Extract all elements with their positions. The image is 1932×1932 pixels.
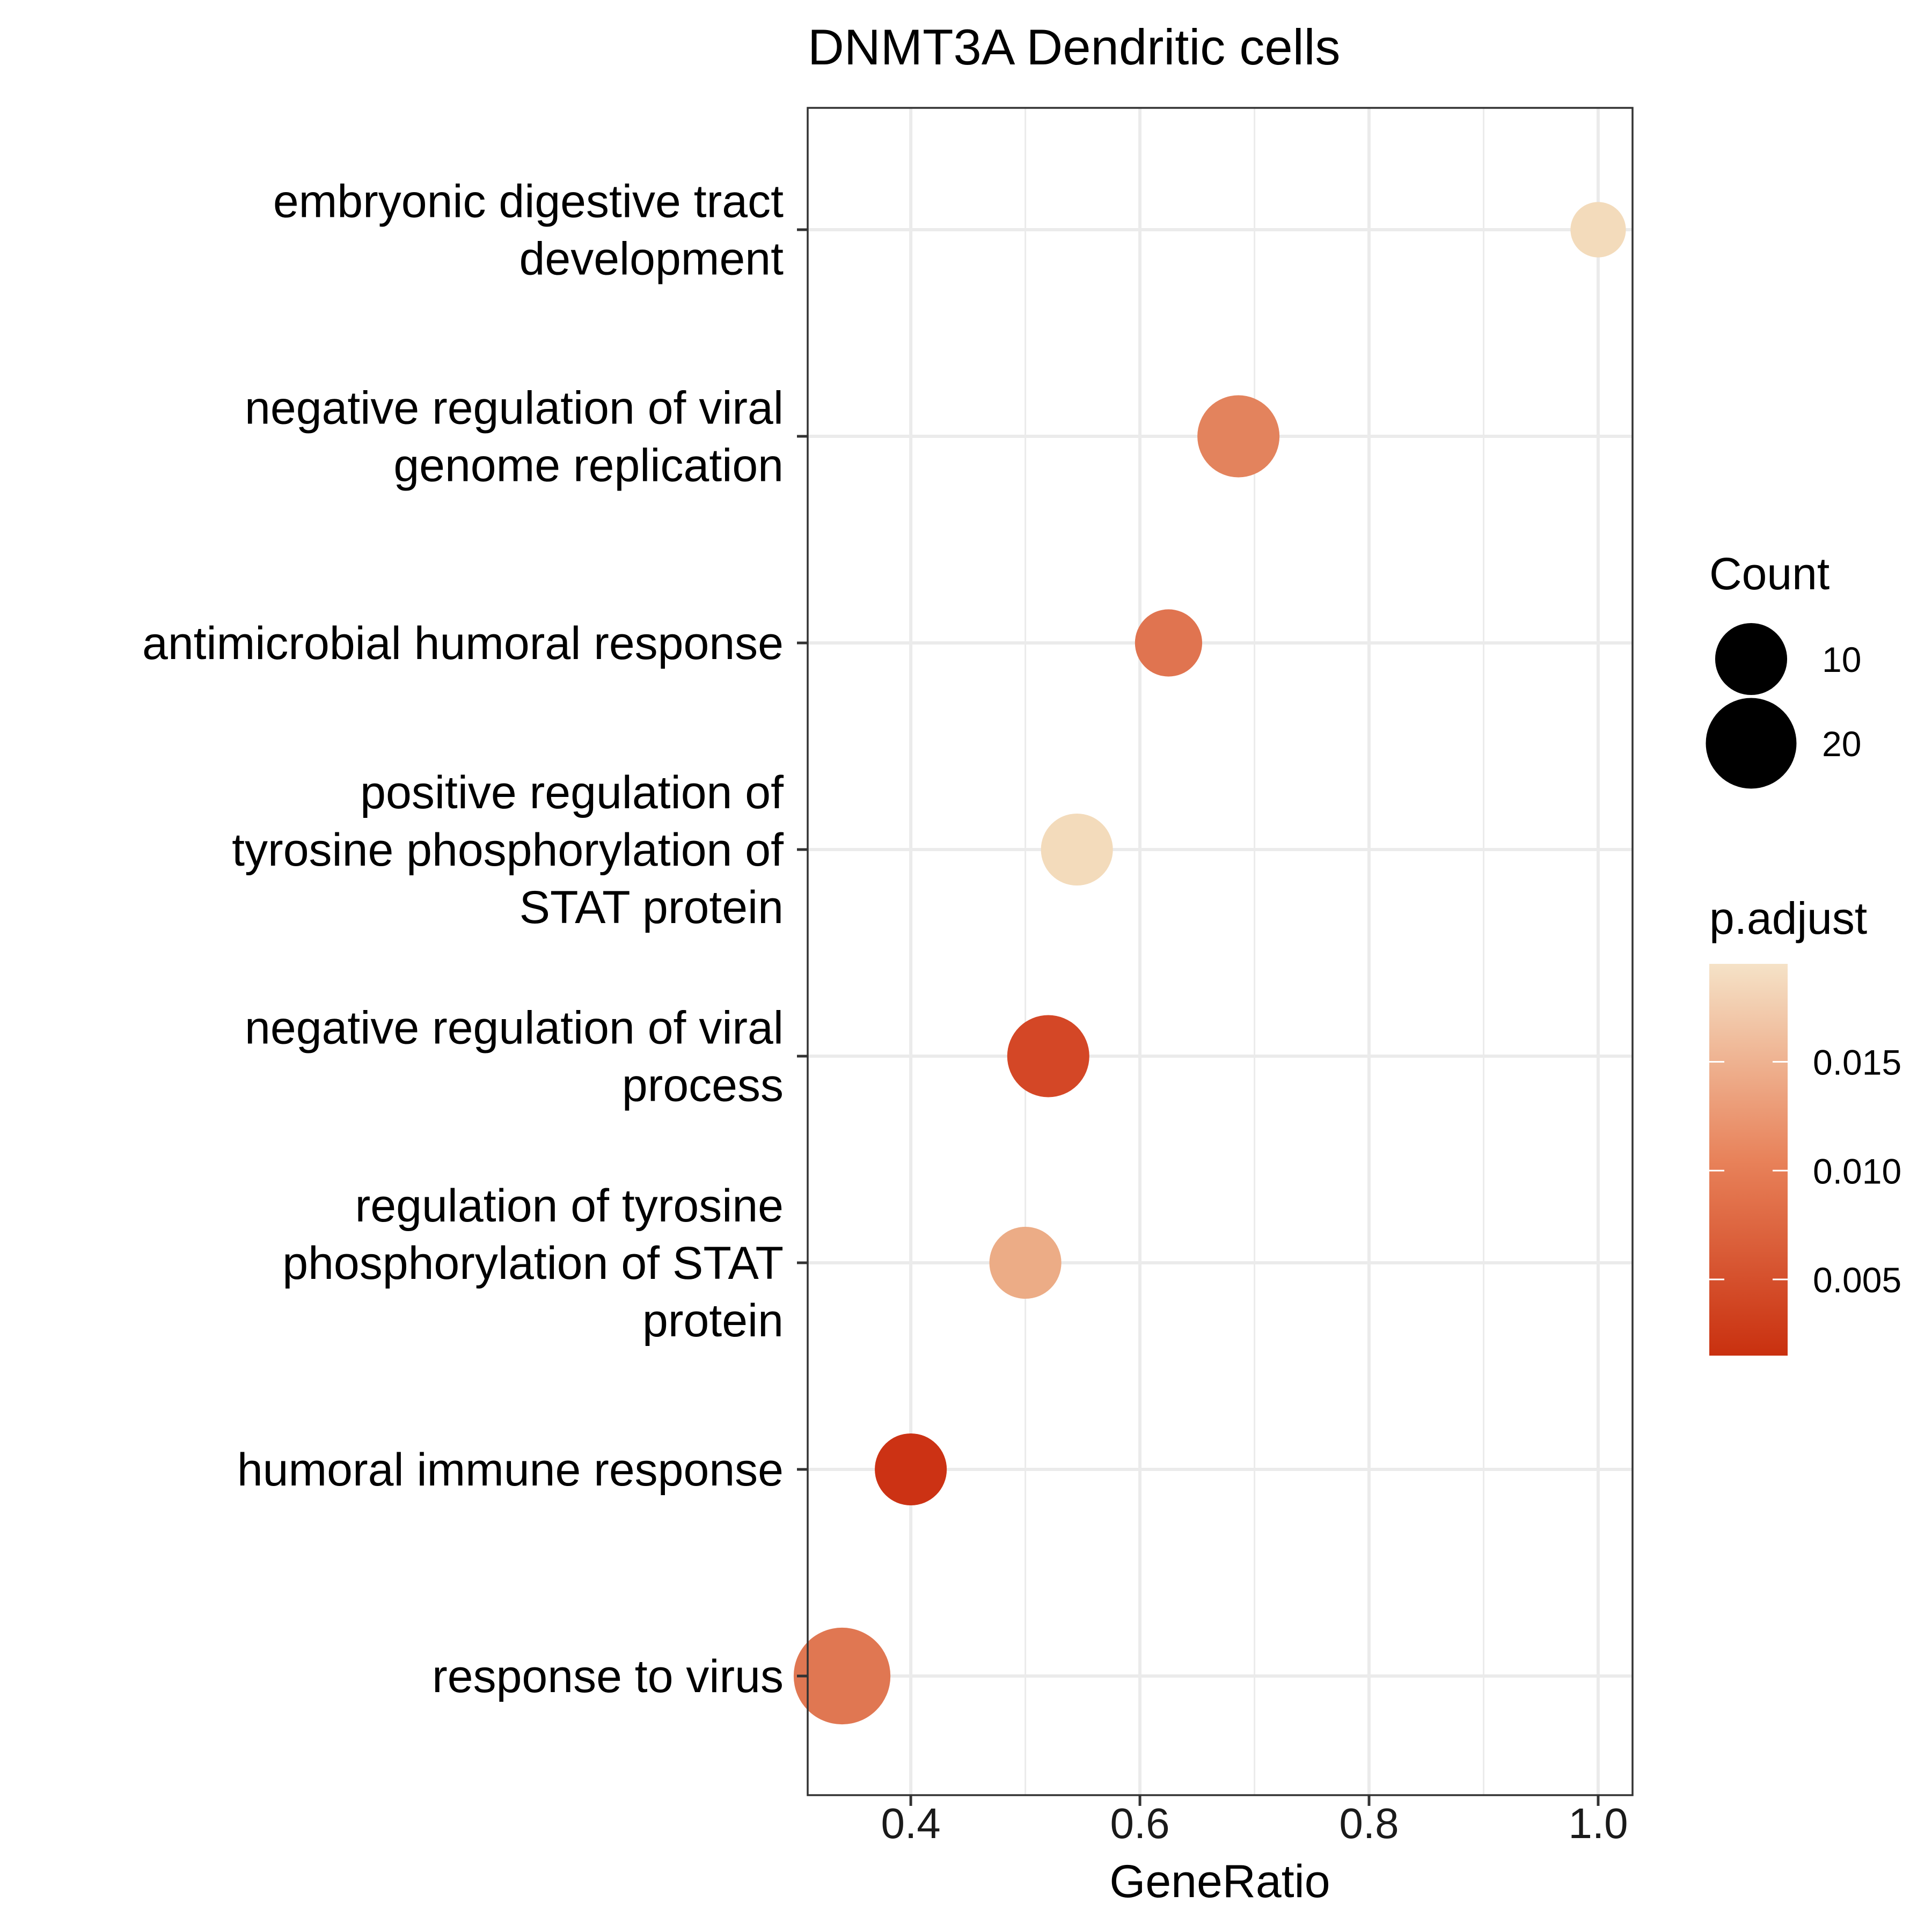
y-tick-label: phosphorylation of STAT (282, 1238, 784, 1289)
colorbar-label: 0.010 (1813, 1151, 1901, 1191)
y-tick-label: protein (642, 1295, 784, 1346)
grid-lines (808, 108, 1633, 1795)
y-tick-label: STAT protein (519, 882, 784, 933)
data-point (1041, 813, 1113, 886)
data-points (793, 202, 1626, 1725)
data-point (989, 1226, 1062, 1299)
x-axis-title: GeneRatio (1109, 1856, 1330, 1907)
count-legend-key (1706, 698, 1797, 789)
x-tick-label: 1.0 (1568, 1799, 1628, 1847)
panel-border (807, 107, 1634, 1796)
y-tick-label: response to virus (432, 1651, 784, 1702)
y-tick-label: negative regulation of viral (245, 1002, 784, 1054)
y-tick-label: regulation of tyrosine (355, 1180, 784, 1232)
plot-panel (793, 107, 1634, 1796)
y-tick-label: genome replication (393, 440, 784, 492)
x-axis: 0.4 0.6 0.8 1.0 (881, 1795, 1628, 1847)
y-tick-label: tyrosine phosphorylation of (232, 824, 784, 876)
count-legend-title: Count (1709, 548, 1829, 599)
count-legend: Count 10 20 (1706, 548, 1861, 789)
y-tick-label: embryonic digestive tract (273, 176, 784, 228)
colorbar-label: 0.015 (1813, 1043, 1901, 1082)
data-point (1135, 609, 1203, 677)
x-tick-label: 0.8 (1339, 1799, 1399, 1847)
chart-title: DNMT3A Dendritic cells (808, 19, 1340, 75)
x-tick-label: 0.6 (1110, 1799, 1169, 1847)
y-tick-label: antimicrobial humoral response (142, 618, 784, 669)
p-adjust-legend-title: p.adjust (1709, 893, 1867, 943)
y-tick-label: positive regulation of (360, 767, 784, 818)
count-legend-label: 20 (1822, 724, 1861, 764)
data-point (1007, 1015, 1089, 1097)
data-point (875, 1433, 947, 1506)
p-adjust-colorbar (1709, 964, 1788, 1356)
x-tick-label: 0.4 (881, 1799, 941, 1847)
count-legend-label: 10 (1822, 640, 1861, 679)
count-legend-key (1715, 623, 1788, 696)
y-tick-label: development (519, 233, 784, 285)
data-point (1570, 202, 1626, 258)
panel-background (808, 108, 1633, 1795)
y-tick-label: process (622, 1060, 784, 1111)
p-adjust-legend: p.adjust 0.005 0.010 0.015 (1709, 893, 1901, 1356)
y-tick-label: humoral immune response (237, 1444, 784, 1496)
data-point (1197, 395, 1280, 478)
y-tick-label: negative regulation of viral (245, 383, 784, 434)
colorbar-label: 0.005 (1813, 1260, 1901, 1300)
data-point (793, 1627, 891, 1725)
